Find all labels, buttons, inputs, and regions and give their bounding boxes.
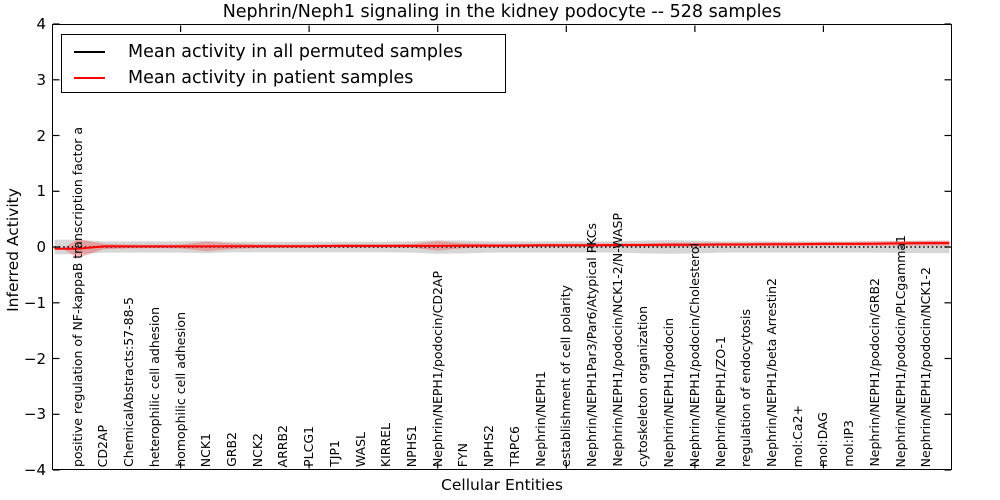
legend-item-permuted: Mean activity in all permuted samples — [62, 39, 505, 65]
legend-label-patient: Mean activity in patient samples — [128, 68, 414, 88]
y-tick-label: 2 — [36, 126, 46, 145]
x-category-label: Nephrin/NEPH1/ZO-1 — [712, 335, 728, 467]
y-tick-label: −4 — [23, 461, 46, 479]
x-category-label: TRPC6 — [506, 426, 522, 467]
x-category-label: Nephrin/NEPH1Par3/Par6/Atypical PKCs — [584, 223, 599, 467]
x-category-label: Nephrin/NEPH1/podocin/GRB2 — [866, 278, 882, 467]
x-category-label: CD2AP — [95, 424, 111, 467]
x-category-label: heterophilic cell adhesion — [146, 306, 162, 467]
chart-title: Nephrin/Neph1 signaling in the kidney po… — [222, 2, 782, 22]
x-category-label: Nephrin/NEPH1/podocin/PLCgamma1 — [892, 234, 908, 467]
x-category-label: GRB2 — [224, 432, 239, 467]
y-tick-label: −3 — [23, 405, 46, 424]
x-category-label: mol:IP3 — [841, 420, 857, 467]
x-category-label: Nephrin/NEPH1/podocin — [661, 317, 677, 467]
x-category-label: ChemicalAbstracts:57-88-5 — [121, 297, 137, 467]
x-category-label: NPHS2 — [481, 424, 497, 467]
x-category-label: Nephrin/NEPH1/podocin/NCK1-2/N-WASP — [609, 213, 625, 467]
x-category-label: mol:Ca2+ — [789, 404, 805, 467]
y-tick-label: −2 — [23, 349, 46, 368]
x-category-label: Nephrin/NEPH1/beta Arrestin2 — [764, 278, 779, 467]
x-category-label: TJP1 — [326, 440, 342, 467]
y-tick-label: 0 — [36, 238, 46, 256]
x-category-label: cytoskeleton organization — [635, 305, 651, 467]
x-category-label: KIRREL — [378, 422, 394, 467]
x-category-label: FYN — [455, 442, 471, 467]
x-axis-title: Cellular Entities — [441, 476, 563, 494]
legend-line-sample-permuted — [74, 51, 105, 53]
x-category-label: NCK1 — [198, 432, 214, 467]
x-category-label: Nephrin/NEPH1 — [532, 371, 548, 467]
patient-mean-line — [54, 242, 950, 250]
x-category-label: regulation of endocytosis — [738, 309, 754, 467]
y-tick-label: 3 — [36, 70, 46, 89]
x-category-label: Nephrin/NEPH1/podocin/NCK1-2 — [918, 266, 934, 467]
x-category-label: homophilic cell adhesion — [172, 312, 188, 467]
legend-line-sample-patient — [74, 77, 105, 79]
x-category-label: NCK2 — [249, 432, 265, 467]
legend: Mean activity in all permuted samples Me… — [61, 34, 506, 93]
x-category-label: mol:DAG — [815, 412, 831, 467]
x-category-label: NPHS1 — [404, 424, 419, 467]
x-category-label: establishment of cell polarity — [558, 285, 574, 467]
x-category-label: ARRB2 — [275, 424, 291, 467]
x-category-label: PLCG1 — [301, 426, 317, 467]
x-category-label: Nephrin/NEPH1/podocin/Cholesterol — [686, 242, 702, 467]
legend-item-patient: Mean activity in patient samples — [62, 65, 505, 91]
y-tick-label: 4 — [36, 15, 46, 33]
x-category-label: Nephrin/NEPH1/podocin/CD2AP — [429, 270, 445, 467]
y-tick-label: 1 — [36, 182, 46, 201]
x-category-label: WASL — [352, 431, 368, 467]
legend-label-permuted: Mean activity in all permuted samples — [128, 42, 463, 62]
y-tick-label: −1 — [23, 293, 46, 312]
x-category-label: positive regulation of NF-kappaB transcr… — [69, 126, 85, 467]
